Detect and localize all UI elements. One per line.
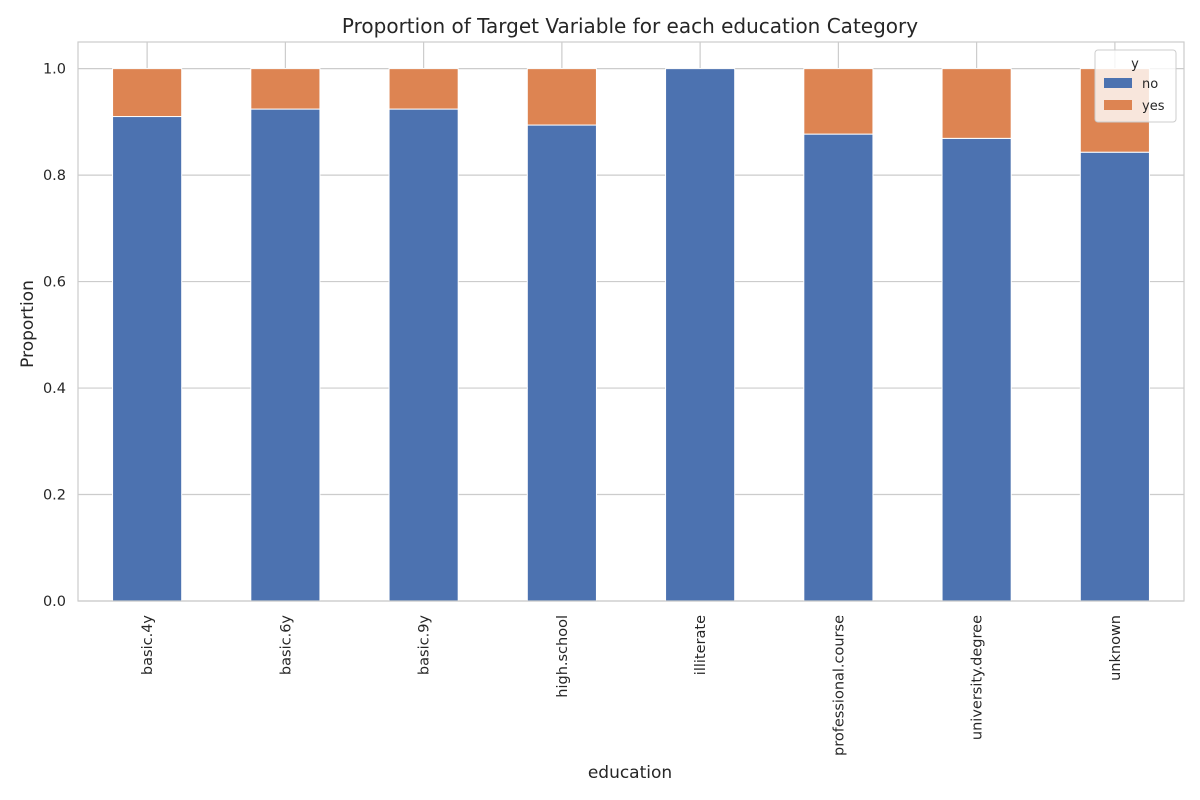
bar-yes-basic-9y [388, 68, 459, 110]
legend-swatch-no [1104, 78, 1132, 88]
x-tick-label: basic.6y [278, 615, 294, 675]
bar-yes-basic-4y [112, 68, 183, 118]
x-tick-label: university.degree [970, 615, 986, 740]
bar-yes-professional-course [803, 68, 874, 135]
x-tick-labels: basic.4y basic.6y basic.9y high.school illit… [140, 615, 1124, 756]
legend-swatch-yes [1104, 100, 1132, 110]
x-tick-label: basic.9y [417, 615, 433, 675]
y-tick-label: 0.6 [43, 275, 66, 291]
bar-yes-university-degree [941, 68, 1012, 139]
bar-no-basic-9y [388, 108, 459, 602]
y-tick-label: 0.4 [43, 381, 66, 397]
bar-yes-basic-6y [250, 68, 321, 110]
y-tick-label: 1.0 [43, 62, 66, 78]
chart-title: Proportion of Target Variable for each e… [342, 14, 918, 38]
x-tick-label: illiterate [693, 615, 709, 675]
legend-items: no yes [1104, 77, 1165, 114]
x-tick-label: basic.4y [140, 615, 156, 675]
legend-title: y [1131, 57, 1139, 72]
bar-no-unknown [1079, 151, 1150, 602]
x-tick-label: professional.course [831, 615, 847, 756]
legend-label-yes: yes [1142, 99, 1165, 114]
bar-no-illiterate [665, 68, 736, 602]
grid-layer [78, 42, 1184, 602]
bar-yes-high-school [526, 68, 597, 126]
y-tick-label: 0.2 [43, 488, 66, 504]
bar-no-basic-4y [112, 116, 183, 602]
x-tick-label: high.school [555, 615, 571, 698]
bar-no-basic-6y [250, 108, 321, 602]
y-tick-label: 0.0 [43, 594, 66, 610]
legend: y no yes [1094, 49, 1177, 123]
y-tick-labels: 0.0 0.2 0.4 0.6 0.8 1.0 [43, 62, 66, 610]
plot-frame [77, 41, 1185, 602]
bar-no-university-degree [941, 137, 1012, 602]
x-axis-label: education [588, 763, 672, 783]
bar-no-professional-course [803, 133, 874, 602]
legend-label-no: no [1142, 77, 1158, 92]
bars-layer [112, 68, 1150, 602]
x-tick-label: unknown [1108, 615, 1124, 681]
y-tick-label: 0.8 [43, 168, 66, 184]
bar-no-high-school [526, 124, 597, 602]
y-axis-label: Proportion [18, 280, 38, 368]
